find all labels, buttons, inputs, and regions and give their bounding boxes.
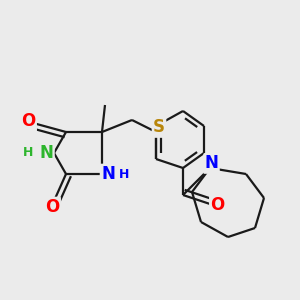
Text: N: N <box>40 144 53 162</box>
Text: N: N <box>101 165 115 183</box>
Text: O: O <box>21 112 36 130</box>
Text: H: H <box>119 167 130 181</box>
Text: N: N <box>205 154 218 172</box>
Text: O: O <box>45 198 60 216</box>
Text: O: O <box>210 196 225 214</box>
Text: S: S <box>153 118 165 136</box>
Text: H: H <box>23 146 34 160</box>
